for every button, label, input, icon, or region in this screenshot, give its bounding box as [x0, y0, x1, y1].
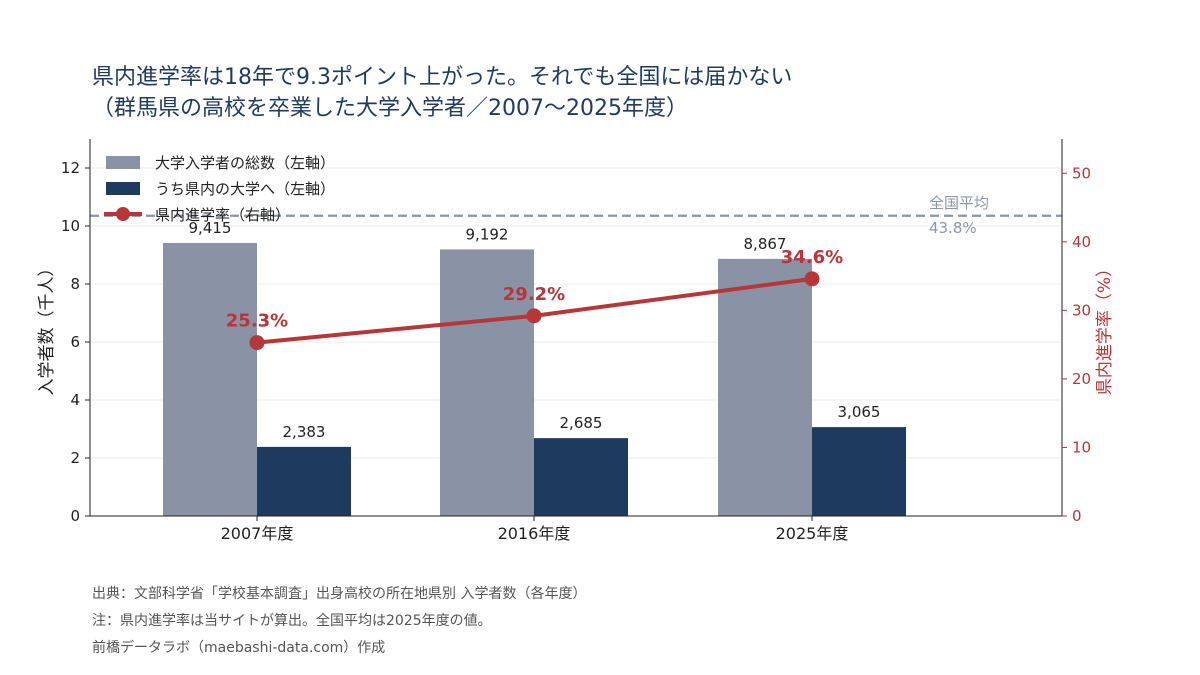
bar-total-value-label: 9,415: [189, 219, 232, 237]
bar-line-chart: 9,415 2,383 9,192 2,685 8,867 3,065 全国平均 43.8% 2…: [37, 139, 1115, 543]
right-axis-title: 県内進学率（%）: [1095, 260, 1115, 395]
legend-label-in-prefecture: うち県内の大学へ（左軸）: [155, 180, 335, 198]
left-tick-label: 4: [70, 391, 80, 409]
left-tick-label: 2: [70, 449, 80, 467]
national-average-value-label: 43.8%: [929, 219, 977, 237]
legend-swatch-rate-marker: [116, 207, 130, 221]
legend-label-rate: 県内進学率（右軸）: [155, 206, 290, 224]
chart-title: 県内進学率は18年で9.3ポイント上がった。それでも全国には届かない （群馬県の…: [92, 62, 1092, 124]
left-tick-label: 12: [61, 159, 80, 177]
credit-note: 前橋データラボ（maebashi-data.com）作成: [92, 640, 386, 656]
bar-total: [440, 249, 534, 516]
right-tick-label: 10: [1072, 438, 1091, 456]
bar-total-value-label: 8,867: [744, 235, 787, 253]
x-tick-label: 2016年度: [498, 524, 571, 543]
left-tick-label: 10: [61, 217, 80, 235]
x-tick-label: 2007年度: [221, 524, 294, 543]
calculation-note: 注：県内進学率は当サイトが算出。全国平均は2025年度の値。: [92, 613, 492, 629]
rate-value-label: 29.2%: [503, 284, 565, 305]
bar-total: [163, 242, 257, 516]
source-note: 出典：文部科学省「学校基本調査」出身高校の所在地県別 入学者数（各年度）: [92, 586, 587, 602]
bar-total: [718, 258, 812, 516]
title-line-1: 県内進学率は18年で9.3ポイント上がった。それでも全国には届かない: [92, 65, 793, 90]
bar-in-prefecture-value-label: 2,685: [560, 414, 603, 432]
national-average-label: 全国平均: [929, 194, 989, 212]
right-tick-label: 0: [1072, 507, 1082, 525]
bar-in-prefecture-value-label: 2,383: [283, 423, 326, 441]
title-line-2: （群馬県の高校を卒業した大学入学者／2007〜2025年度）: [92, 96, 688, 121]
rate-marker: [249, 335, 265, 351]
bar-in-prefecture: [257, 446, 351, 516]
left-axis-title: 入学者数（千人）: [37, 260, 57, 396]
left-tick-label: 0: [70, 507, 80, 525]
left-tick-label: 8: [70, 275, 80, 293]
rate-value-label: 25.3%: [226, 311, 288, 332]
chart-notes: 出典：文部科学省「学校基本調査」出身高校の所在地県別 入学者数（各年度） 注：県…: [92, 581, 586, 662]
bar-in-prefecture: [812, 427, 906, 516]
rate-marker: [804, 271, 820, 287]
right-tick-label: 50: [1072, 164, 1091, 182]
rate-value-label: 34.6%: [781, 247, 843, 268]
x-tick-label: 2025年度: [776, 524, 849, 543]
bar-in-prefecture: [534, 438, 628, 516]
bar-total-value-label: 9,192: [466, 225, 509, 243]
right-tick-label: 20: [1072, 370, 1091, 388]
rate-marker: [526, 308, 542, 324]
right-tick-label: 30: [1072, 301, 1091, 319]
left-tick-label: 6: [70, 333, 80, 351]
legend-swatch-total: [106, 156, 140, 169]
legend-label-total: 大学入学者の総数（左軸）: [155, 154, 335, 172]
bar-in-prefecture-value-label: 3,065: [838, 403, 881, 421]
right-tick-label: 40: [1072, 233, 1091, 251]
legend-swatch-in-prefecture: [106, 182, 140, 195]
